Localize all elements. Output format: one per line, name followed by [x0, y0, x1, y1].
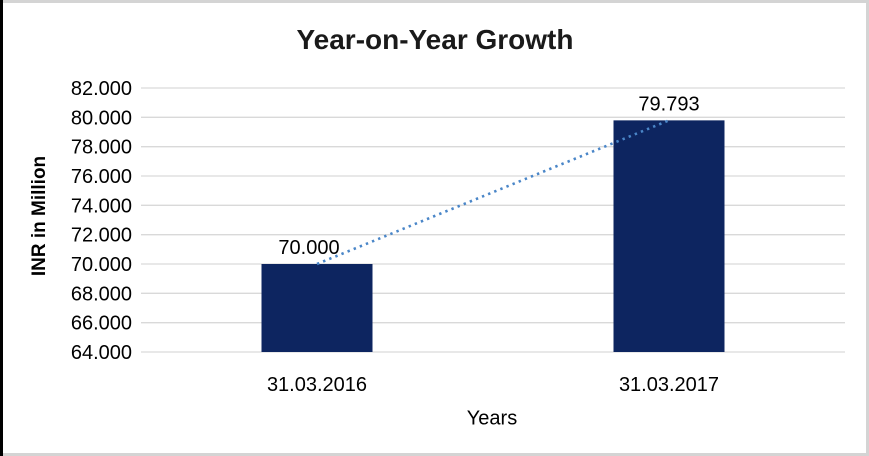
x-axis-title: Years [466, 407, 518, 430]
frame-border-right [866, 0, 869, 456]
x-tick-label: 31.03.2017 [619, 374, 719, 396]
frame-border-left [0, 0, 3, 456]
bar-value-label: 70.000 [278, 237, 339, 259]
y-tick-label: 68.000 [71, 283, 132, 305]
y-tick-label: 66.000 [71, 313, 132, 335]
frame-border-top [0, 0, 869, 3]
bar-0 [261, 264, 373, 352]
bar-1 [613, 120, 725, 353]
x-tick-label: 31.03.2016 [267, 374, 367, 396]
y-tick-label: 70.000 [71, 254, 132, 276]
y-tick-label: 78.000 [71, 137, 132, 159]
y-tick-label: 82.000 [71, 78, 132, 100]
y-tick-label: 74.000 [71, 195, 132, 217]
y-tick-label: 80.000 [71, 107, 132, 129]
y-tick-label: 64.000 [71, 342, 132, 364]
y-tick-label: 72.000 [71, 225, 132, 247]
chart-title: Year-on-Year Growth [296, 24, 574, 55]
y-tick-label: 76.000 [71, 166, 132, 188]
bar-value-label: 79.793 [638, 93, 699, 115]
frame-border-bottom [0, 453, 869, 456]
trendline [316, 119, 670, 266]
